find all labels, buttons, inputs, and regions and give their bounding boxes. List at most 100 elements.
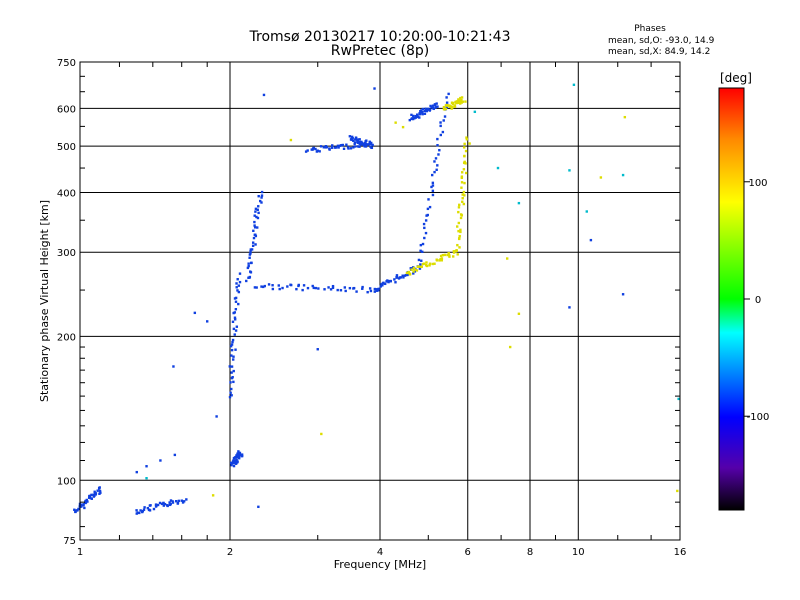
data-point <box>445 106 448 109</box>
data-point <box>135 470 138 474</box>
data-point <box>468 142 471 145</box>
data-point <box>236 278 239 281</box>
data-point <box>251 244 255 248</box>
data-point <box>452 251 456 254</box>
data-point <box>419 265 422 269</box>
data-point <box>448 255 451 258</box>
data-point <box>398 276 401 279</box>
data-point <box>419 249 422 252</box>
data-point <box>73 508 76 511</box>
data-point <box>453 104 456 107</box>
data-point <box>301 288 304 292</box>
data-point <box>460 96 464 99</box>
data-point <box>344 289 347 293</box>
data-point <box>373 287 377 291</box>
data-point <box>408 272 411 275</box>
data-point <box>444 107 448 111</box>
data-point <box>256 208 259 211</box>
data-point <box>623 115 627 119</box>
data-point <box>458 203 461 207</box>
data-point <box>325 146 329 149</box>
data-point <box>464 162 467 165</box>
data-point <box>235 282 238 285</box>
data-point <box>249 252 252 255</box>
x-tick-label: 4 <box>377 547 383 558</box>
data-point <box>447 252 450 255</box>
data-point <box>88 494 92 498</box>
data-point <box>312 286 315 290</box>
data-point <box>260 285 263 288</box>
data-point <box>172 365 175 368</box>
data-point <box>339 289 343 292</box>
data-point <box>420 259 423 262</box>
data-point <box>234 348 237 351</box>
data-point <box>234 300 238 303</box>
data-point <box>85 498 88 502</box>
data-point <box>249 248 253 251</box>
data-point <box>421 250 424 253</box>
data-point <box>436 105 439 108</box>
data-point <box>233 297 237 300</box>
data-point <box>393 278 396 281</box>
data-point <box>232 464 236 468</box>
data-point <box>230 394 233 397</box>
data-point <box>302 284 306 287</box>
data-point <box>80 505 83 508</box>
data-point <box>84 501 88 504</box>
data-point <box>86 500 89 503</box>
colorbar-label: [deg] <box>720 71 752 85</box>
data-point <box>297 284 300 288</box>
data-point <box>232 327 236 331</box>
data-point <box>425 214 428 217</box>
data-point <box>456 243 459 247</box>
data-point <box>412 272 415 275</box>
data-point <box>443 108 446 111</box>
data-point <box>232 459 235 462</box>
data-point <box>431 184 435 187</box>
data-point <box>367 143 370 146</box>
data-point <box>460 181 464 184</box>
data-point <box>74 510 77 514</box>
data-point <box>319 145 323 148</box>
data-point <box>341 143 345 147</box>
data-point <box>331 144 334 147</box>
data-point <box>410 268 413 271</box>
data-point <box>94 492 98 495</box>
data-point <box>369 142 372 146</box>
data-point <box>90 497 94 500</box>
data-point <box>171 500 174 503</box>
data-point <box>419 243 423 247</box>
data-point <box>238 272 242 275</box>
data-point <box>422 222 426 226</box>
data-point <box>237 455 241 459</box>
data-point <box>430 185 433 189</box>
data-point <box>260 196 263 199</box>
data-point <box>424 231 428 235</box>
data-point <box>138 511 141 515</box>
colorbar-ticks: 100 0 -100 <box>744 178 769 423</box>
data-point <box>403 274 407 277</box>
data-point <box>517 201 521 205</box>
data-point <box>271 287 275 291</box>
data-point <box>232 311 235 315</box>
data-point <box>464 149 468 153</box>
data-point <box>230 343 234 346</box>
data-point <box>425 261 428 264</box>
data-point <box>277 284 280 287</box>
data-point <box>306 149 309 152</box>
data-point <box>459 216 463 220</box>
data-point <box>431 262 434 266</box>
data-point <box>229 461 233 465</box>
data-point <box>455 249 458 253</box>
data-point <box>423 226 426 230</box>
data-point <box>145 477 148 480</box>
data-point <box>98 489 102 493</box>
x-tick-label: 10 <box>572 547 585 558</box>
data-point <box>460 171 464 174</box>
data-point <box>416 113 419 116</box>
data-point <box>230 387 233 391</box>
data-point <box>354 136 358 140</box>
data-point <box>348 286 352 290</box>
data-point <box>429 104 432 108</box>
data-point <box>168 503 172 507</box>
